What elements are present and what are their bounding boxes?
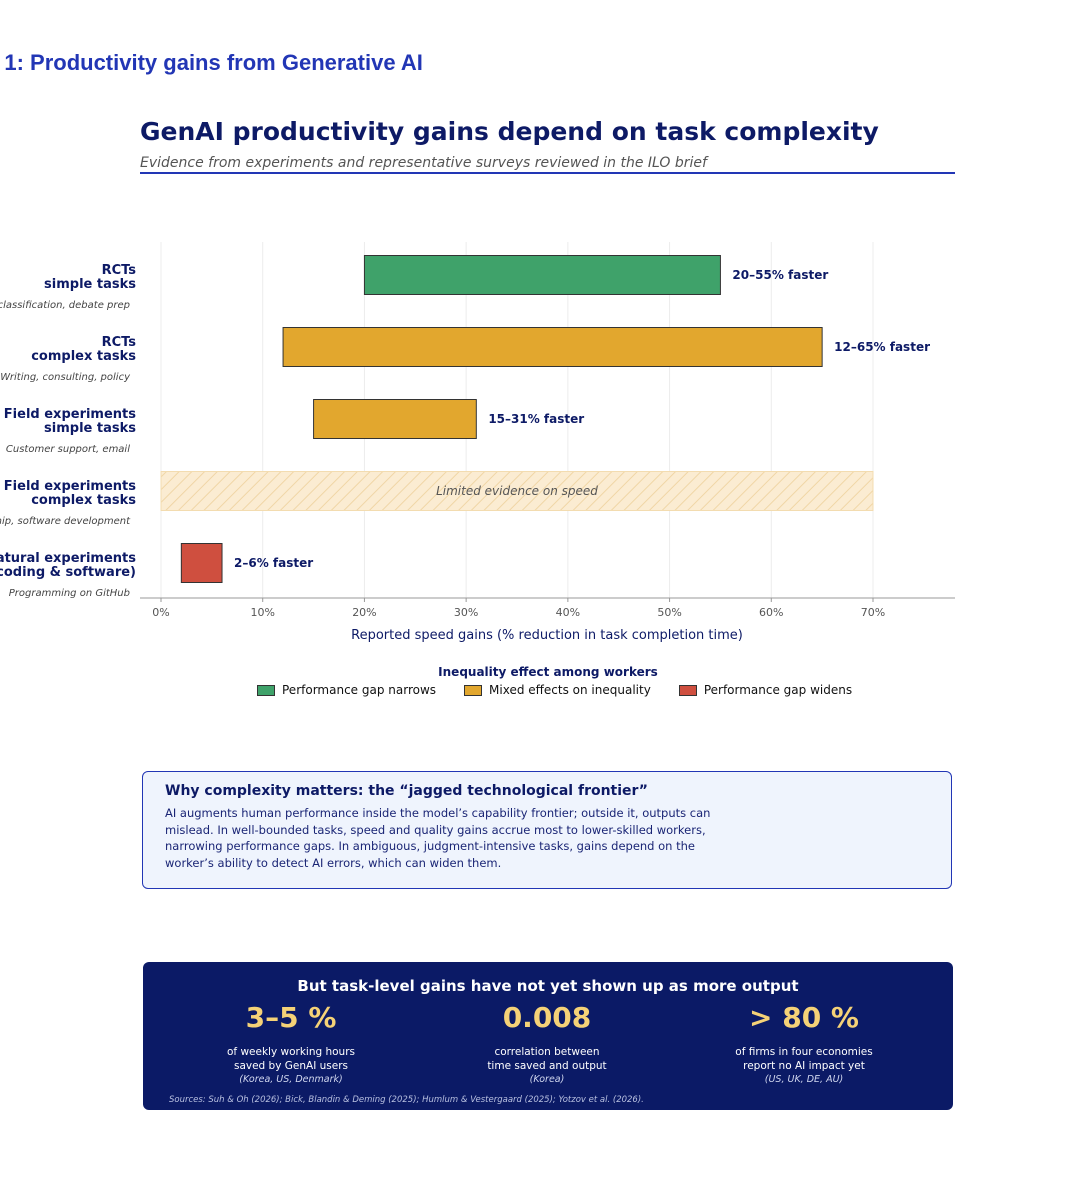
bar-data-label: 20–55% faster	[732, 268, 828, 282]
stats-panel: But task-level gains have not yet shown …	[143, 962, 953, 1110]
category-example: Entrepreneurship, software development	[0, 516, 131, 527]
stat-desc-line: saved by GenAI users	[233, 1059, 349, 1072]
x-tick-label: 60%	[759, 606, 783, 619]
legend-label-narrows: Performance gap narrows	[282, 683, 437, 697]
stats-title: But task-level gains have not yet shown …	[297, 977, 799, 995]
sources-note: Sources: Suh & Oh (2026); Bick, Blandin …	[169, 1095, 644, 1105]
info-box-title: Why complexity matters: the “jagged tech…	[165, 783, 648, 799]
category-label-line: (coding & software)	[0, 565, 136, 580]
bar-data-label: 2–6% faster	[234, 556, 313, 570]
chart-title: GenAI productivity gains depend on task …	[140, 117, 879, 146]
category-label-line: simple tasks	[44, 421, 136, 436]
category-label-line: Field experiments	[4, 479, 136, 494]
bar-note-label: Limited evidence on speed	[436, 484, 598, 498]
legend-label-widens: Performance gap widens	[703, 683, 853, 697]
stat-value: > 80 %	[749, 1001, 859, 1034]
x-tick-label: 30%	[454, 606, 478, 619]
category-label-line: complex tasks	[31, 493, 136, 508]
category-example: Customer support, email	[6, 444, 130, 455]
bar-narrows	[363, 255, 721, 295]
bar-mixed	[282, 327, 823, 367]
x-tick-label: 70%	[861, 606, 885, 619]
category-label-line: complex tasks	[31, 349, 136, 364]
legend-item-widens: Performance gap widens	[678, 683, 853, 697]
chart-legend: Performance gap narrows Mixed effects on…	[257, 683, 852, 697]
legend-title: Inequality effect among workers	[438, 665, 658, 679]
stat-desc-line: correlation between	[494, 1046, 600, 1058]
category-label-line: Natural experiments	[0, 551, 136, 566]
legend-swatch-widens	[678, 684, 697, 696]
stat-firms-no-impact: > 80 % of firms in four economies report…	[674, 1000, 934, 1086]
legend-item-mixed: Mixed effects on inequality	[464, 683, 651, 697]
stat-desc-line: report no AI impact yet	[743, 1059, 865, 1072]
legend-swatch-narrows	[257, 684, 275, 696]
category-label-line: RCTs	[102, 263, 137, 278]
bar-data-label: 15–31% faster	[488, 412, 584, 426]
stat-desc-line: of firms in four economies	[735, 1046, 873, 1058]
category-example: Writing, consulting, policy	[0, 372, 131, 383]
category-example: Programming on GitHub	[9, 588, 130, 599]
figure-label: e 1: Productivity gains from Generative …	[0, 50, 423, 75]
stat-note: (US, UK, DE, AU)	[764, 1074, 844, 1085]
x-axis-title: Reported speed gains (% reduction in tas…	[351, 628, 743, 643]
bar-mixed	[313, 399, 477, 439]
bar-data-label: 12–65% faster	[834, 340, 930, 354]
x-tick-label: 20%	[352, 606, 376, 619]
category-label-line: simple tasks	[44, 277, 136, 292]
info-box: Why complexity matters: the “jagged tech…	[142, 771, 952, 889]
legend-label-mixed: Mixed effects on inequality	[489, 683, 651, 697]
stat-value: 3–5 %	[245, 1001, 337, 1034]
stat-correlation: 0.008 correlation between time saved and…	[417, 1000, 677, 1086]
x-tick-label: 0%	[152, 606, 169, 619]
bar-limited-evidence	[160, 471, 874, 511]
stat-desc-line: time saved and output	[487, 1059, 607, 1072]
x-tick-label: 40%	[556, 606, 580, 619]
x-tick-label: 50%	[657, 606, 681, 619]
legend-swatch-mixed	[464, 684, 483, 696]
bar-widens	[180, 543, 223, 583]
stat-note: (Korea)	[529, 1074, 565, 1085]
category-example: Text classification, debate prep	[0, 300, 130, 311]
x-tick-label: 10%	[250, 606, 274, 619]
stat-hours-saved: 3–5 % of weekly working hours saved by G…	[161, 1000, 421, 1086]
stat-desc-line: of weekly working hours	[226, 1046, 356, 1058]
title-divider	[140, 172, 955, 174]
info-box-text: AI augments human performance inside the…	[165, 806, 711, 870]
legend-item-narrows: Performance gap narrows	[257, 683, 436, 697]
stat-value: 0.008	[502, 1001, 592, 1034]
stat-note: (Korea, US, Denmark)	[239, 1074, 343, 1085]
chart-subtitle: Evidence from experiments and representa…	[140, 155, 707, 171]
category-label-line: Field experiments	[4, 407, 136, 422]
category-label-line: RCTs	[102, 335, 137, 350]
